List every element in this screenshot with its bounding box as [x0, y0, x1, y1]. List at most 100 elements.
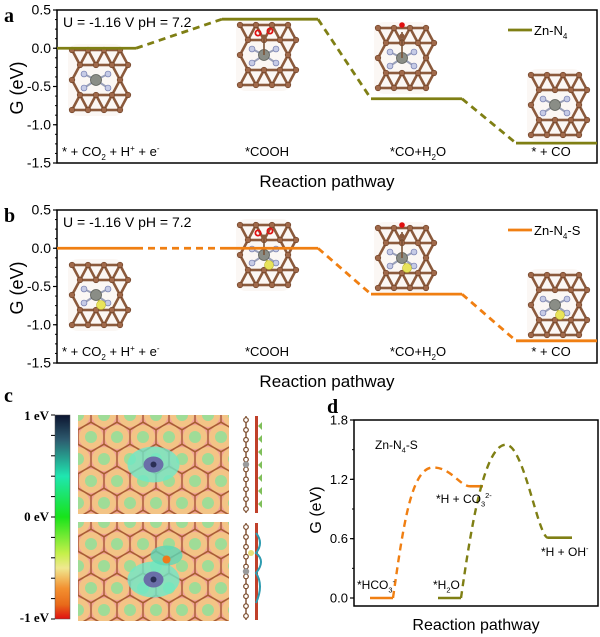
- potential-ring: [261, 488, 285, 512]
- nitrogen-atom: [539, 95, 547, 103]
- potential-ring: [138, 513, 148, 514]
- metal-core: [150, 461, 157, 468]
- potential-center: [176, 415, 188, 421]
- oxygen-atom: [399, 222, 405, 228]
- potential-wave: [254, 532, 262, 604]
- side-view: [242, 416, 262, 513]
- side-atom: [243, 563, 249, 570]
- sulfur-atom: [264, 260, 274, 270]
- potential-ring: [261, 532, 285, 556]
- potential-center: [124, 604, 136, 616]
- potential-center: [124, 522, 136, 528]
- potential-ring: [209, 381, 233, 405]
- carbon-atom: [414, 239, 422, 247]
- potential-center: [163, 387, 175, 399]
- panel-a: 0.5 0.0 -0.5 -1.0 -1.5 a G (eV) Reaction pathwa…: [4, 2, 598, 191]
- potential-center: [189, 387, 201, 399]
- text-run: + e: [135, 144, 157, 159]
- carbon-atom: [252, 21, 260, 29]
- subscript: 4: [563, 232, 568, 241]
- subscript: 2: [431, 153, 436, 162]
- carbon-atom: [535, 116, 543, 124]
- potential-ring: [86, 513, 96, 514]
- carbon-atom: [559, 271, 567, 279]
- potential-ring: [112, 620, 122, 621]
- lattice-hexagon: [260, 573, 286, 603]
- text-run: + H: [106, 144, 130, 159]
- text-run: O: [450, 578, 459, 592]
- potential-center: [202, 497, 214, 509]
- nitrogen-atom: [410, 62, 418, 70]
- carbon-atom: [575, 131, 583, 139]
- carbon-atom: [406, 84, 414, 92]
- text-run: * + CO: [531, 144, 570, 159]
- carbon-atom: [261, 34, 267, 40]
- text-run: + H: [106, 344, 130, 359]
- carbon-atom: [422, 224, 430, 232]
- potential-ring: [261, 557, 285, 581]
- potential-center: [228, 522, 229, 526]
- carbon-atom: [108, 306, 116, 314]
- nitrogen-atom: [386, 62, 394, 70]
- potential-ring: [105, 381, 129, 405]
- nitrogen-atom: [104, 299, 112, 307]
- sulfur-center: [162, 555, 171, 564]
- state-label: *COOH: [245, 144, 289, 159]
- side-atom: [243, 524, 249, 530]
- text-run: *CO+H: [390, 144, 432, 159]
- oxygen-atom: [266, 27, 274, 35]
- potential-center: [176, 604, 188, 616]
- text-run: *H: [433, 578, 446, 592]
- map-content: [53, 488, 286, 637]
- energy-connector: [461, 97, 517, 145]
- state-label: * + CO: [531, 344, 570, 359]
- carbon-atom: [284, 221, 292, 229]
- potential-center: [228, 415, 229, 419]
- y-tick-label: 0.5: [32, 202, 52, 218]
- carbon-atom: [430, 69, 438, 77]
- y-tick-label: -1.0: [27, 116, 51, 132]
- y-axis-label: G (eV): [7, 261, 27, 314]
- panel-c: c 1 eV 0 eV -1 eV: [4, 378, 286, 637]
- y-tick-label: -1.0: [27, 316, 51, 332]
- superscript: 2-: [485, 491, 492, 500]
- potential-wave: [258, 461, 262, 469]
- text-run: *CO+H: [390, 344, 432, 359]
- potential-center: [267, 626, 279, 637]
- potential-center: [176, 560, 188, 572]
- potential-ring: [248, 510, 272, 534]
- potential-center: [137, 538, 149, 550]
- structure-model: [527, 269, 591, 341]
- carbon-atom: [236, 81, 244, 89]
- side-sulfur-atom: [248, 550, 254, 556]
- potential-ring: [248, 598, 272, 622]
- potential-center: [267, 538, 279, 550]
- potential-center: [137, 626, 149, 637]
- text-run: * + CO: [62, 344, 101, 359]
- potential-center: [241, 626, 253, 637]
- potential-center: [150, 415, 162, 421]
- side-atom: [243, 613, 249, 619]
- carbon-atom: [422, 284, 430, 292]
- carbon-atom: [92, 91, 100, 99]
- carbon-atom: [399, 233, 405, 239]
- side-view: [242, 523, 262, 620]
- potential-center: [98, 560, 110, 572]
- carbon-atom: [116, 76, 124, 84]
- carbon-atom: [535, 286, 543, 294]
- potential-map: [53, 488, 286, 637]
- carbon-atom: [382, 269, 390, 277]
- carbon-atom: [398, 269, 406, 277]
- oxygen-atom: [399, 22, 405, 28]
- potential-ring: [53, 620, 77, 637]
- carbon-atom: [398, 69, 406, 77]
- carbon-atom: [108, 276, 116, 284]
- lattice-hexagon: [130, 378, 156, 408]
- potential-center: [111, 475, 123, 487]
- carbon-atom: [399, 33, 405, 39]
- legend-label: Zn-N4​-S: [534, 223, 581, 241]
- potential-center: [189, 475, 201, 487]
- metal-core: [150, 576, 157, 583]
- carbon-atom: [567, 116, 575, 124]
- potential-center: [267, 582, 279, 594]
